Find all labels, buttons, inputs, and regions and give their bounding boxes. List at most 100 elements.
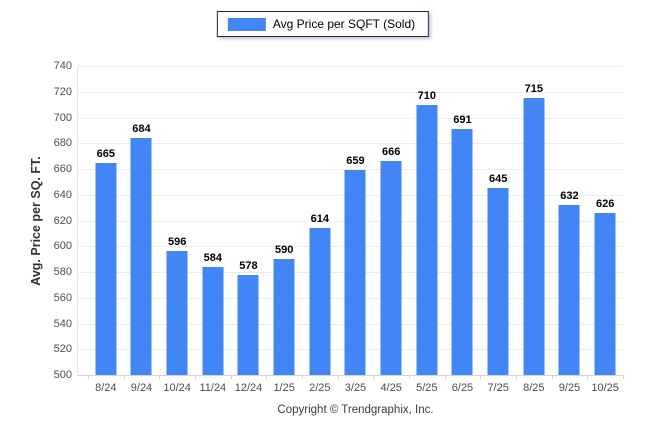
bar-value-label: 691 <box>453 114 472 127</box>
bar-11-24 <box>202 266 224 375</box>
x-axis-tick-mark <box>266 375 268 379</box>
gridline <box>77 117 623 119</box>
bar-7-25 <box>487 188 509 375</box>
bar-value-label: 645 <box>488 173 508 186</box>
x-tick-label: 1/25 <box>273 382 295 394</box>
bar-10-24 <box>166 251 188 375</box>
y-tick-label: 660 <box>53 163 72 175</box>
bar-slot-5-25: 710 <box>409 66 445 375</box>
y-tick-label: 740 <box>53 60 72 72</box>
bar-slot-6-25: 691 <box>445 66 481 375</box>
bar-value-label: 590 <box>274 244 294 257</box>
bar-value-label: 715 <box>524 83 544 96</box>
x-tick-label: 3/25 <box>344 382 367 394</box>
bar-value-label: 584 <box>203 251 223 264</box>
x-axis-tick-mark <box>623 375 624 379</box>
x-tick-label: 10/25 <box>591 382 619 394</box>
bar-slot-7-25: 645 <box>480 66 516 375</box>
y-tick-label: 700 <box>53 111 72 124</box>
bar-9-24 <box>130 138 152 375</box>
x-axis-tick-mark <box>302 375 303 379</box>
x-axis-tick-mark <box>195 375 196 379</box>
x-axis-tick-mark <box>159 375 161 379</box>
bar-slot-9-24: 684 <box>124 66 160 375</box>
y-tick-label: 620 <box>53 214 72 227</box>
bar-value-label: 665 <box>96 147 116 160</box>
y-tick-label: 580 <box>53 266 72 278</box>
x-tick-label: 12/24 <box>234 382 263 394</box>
x-tick-label: 2/25 <box>309 382 331 394</box>
x-axis-tick-mark <box>337 375 339 379</box>
bar-slot-10-24: 596 <box>159 66 195 375</box>
bar-slot-3-25: 659 <box>338 66 374 375</box>
x-tick-label: 4/25 <box>380 382 402 394</box>
bar-12-24 <box>237 274 259 375</box>
y-tick-label: 520 <box>53 343 72 356</box>
bar-value-label: 626 <box>595 197 615 210</box>
bar-4-25 <box>380 161 402 375</box>
y-tick-label: 680 <box>53 137 72 150</box>
y-tick-label: 600 <box>53 240 72 253</box>
gridline <box>77 169 623 170</box>
bar-slot-9-25: 632 <box>552 66 588 375</box>
y-tick-label: 500 <box>53 369 72 381</box>
x-axis-tick-mark <box>444 375 446 379</box>
bar-slot-2-25: 614 <box>302 66 338 375</box>
x-axis-tick-mark <box>230 375 232 379</box>
bar-slot-8-25: 715 <box>516 66 552 375</box>
x-axis-tick-mark <box>409 375 410 379</box>
bar-slot-4-25: 666 <box>373 66 409 375</box>
bar-slot-1-25: 590 <box>266 66 302 375</box>
bar-value-label: 710 <box>417 89 437 102</box>
bar-3-25 <box>344 170 366 375</box>
bar-8-25 <box>523 98 545 375</box>
legend-swatch-icon <box>227 17 266 31</box>
bar-value-label: 684 <box>132 123 151 136</box>
x-tick-label: 6/25 <box>451 382 474 394</box>
y-tick-label: 560 <box>53 291 72 304</box>
y-tick-label: 540 <box>53 317 72 330</box>
x-axis-tick-mark <box>480 375 482 379</box>
gridline <box>77 91 623 93</box>
x-tick-label: 8/25 <box>523 382 545 394</box>
bar-value-label: 614 <box>310 213 330 226</box>
bar-6-25 <box>451 129 473 375</box>
y-tick-label: 640 <box>53 188 72 201</box>
x-tick-label: 5/25 <box>416 382 438 394</box>
gridline <box>77 143 623 145</box>
y-tick-label: 720 <box>53 85 72 98</box>
bar-2-25 <box>309 228 331 375</box>
bar-slot-10-25: 626 <box>587 66 623 375</box>
bar-value-label: 659 <box>346 155 365 168</box>
plot-area: 665 684 596 584 578 590 614 659 666 710 691 645 715 6… <box>77 66 623 376</box>
x-tick-label: 10/24 <box>163 382 191 394</box>
gridline <box>77 375 623 376</box>
x-tick-label: 11/24 <box>199 382 227 394</box>
x-tick-label: 8/24 <box>95 382 117 394</box>
bar-value-label: 666 <box>381 146 401 159</box>
copyright-text: Copyright © Trendgraphix, Inc. <box>277 404 434 416</box>
bar-10-25 <box>594 212 616 375</box>
bar-slot-12-24: 578 <box>231 66 267 375</box>
x-tick-label: 7/25 <box>487 382 509 394</box>
bar-value-label: 578 <box>239 259 258 272</box>
bar-1-25 <box>273 259 295 375</box>
x-tick-label: 9/24 <box>130 382 153 394</box>
x-axis-tick-mark <box>123 375 125 379</box>
x-axis-tick-mark <box>373 375 375 379</box>
x-axis-tick-mark <box>516 375 517 379</box>
bar-value-label: 596 <box>167 236 187 249</box>
bar-5-25 <box>416 104 438 375</box>
bar-slot-8-24: 665 <box>88 66 124 375</box>
x-axis-tick-mark <box>88 375 89 379</box>
x-tick-label: 9/25 <box>558 382 581 394</box>
x-axis-tick-mark <box>551 375 553 379</box>
bar-9-25 <box>558 205 580 375</box>
bar-value-label: 632 <box>560 190 579 203</box>
bar-8-24 <box>95 162 117 375</box>
bar-slot-11-24: 584 <box>195 66 231 375</box>
x-axis-tick-mark <box>587 375 589 379</box>
legend: Avg Price per SQFT (Sold) <box>216 11 430 37</box>
legend-label: Avg Price per SQFT (Sold) <box>272 17 416 31</box>
gridline <box>77 66 623 67</box>
